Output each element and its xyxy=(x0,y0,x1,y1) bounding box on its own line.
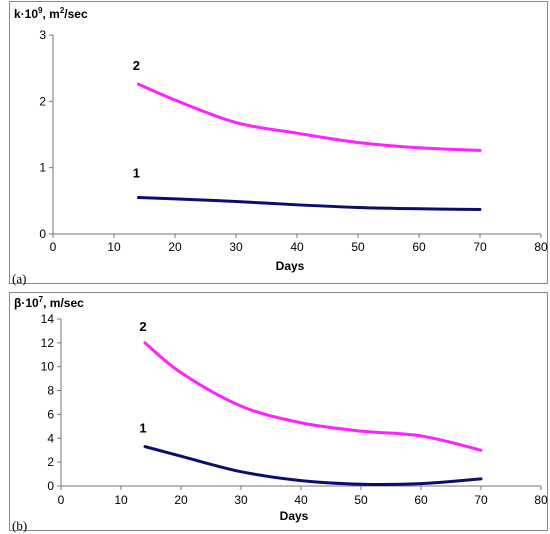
chartb-x-tick-label: 10 xyxy=(114,493,128,507)
charta-x-axis-label: Days xyxy=(276,259,305,273)
chartb-y-tick-label: 10 xyxy=(41,360,55,374)
chartb-y-tick-label: 14 xyxy=(41,312,55,326)
charta-x-tick-label: 80 xyxy=(534,240,548,254)
charta-x-tick-label: 50 xyxy=(351,240,365,254)
charta-x-tick-label: 0 xyxy=(50,240,57,254)
panel-a-label: (a) xyxy=(12,271,27,286)
chartb-y-tick-label: 2 xyxy=(47,455,54,469)
panel-b-label: (b) xyxy=(12,518,28,533)
chartb-x-tick-label: 50 xyxy=(354,493,368,507)
chartb-y-tick-label: 8 xyxy=(47,384,54,398)
charta-series-2-line xyxy=(136,82,482,152)
charta-x-tick-label: 30 xyxy=(229,240,243,254)
chartb-y-tick-label: 6 xyxy=(47,407,54,421)
chartb-y-tick-label: 12 xyxy=(41,336,55,350)
charta-x-tick-label: 70 xyxy=(473,240,487,254)
chartb-y-axis-label: β·107, m/sec xyxy=(14,295,84,310)
chartb-series-1-label: 1 xyxy=(139,421,146,436)
chart-panel-b: β·107, m/sec 0 2 4 6 8 10 12 14 0 10 20 30 40 50 60 70 80… xyxy=(9,292,548,533)
chart-panel-a: k·109, m2/sec 0 1 2 3 0 10 20 30 40 50 60 70 80 Days 1 2… xyxy=(9,1,548,286)
chartb-y-tick-label: 4 xyxy=(47,431,54,445)
chartb-x-tick-label: 80 xyxy=(534,493,548,507)
charta-x-tick-label: 40 xyxy=(290,240,304,254)
charta-y-tick-label: 1 xyxy=(39,161,46,175)
chartb-x-tick-label: 20 xyxy=(174,493,188,507)
chartb-x-tick-label: 60 xyxy=(414,493,428,507)
chartb-series-1-line xyxy=(143,445,483,486)
charta-x-tick-label: 10 xyxy=(107,240,121,254)
charta-x-tick-label: 20 xyxy=(168,240,182,254)
charta-series-2-label: 2 xyxy=(133,58,140,73)
charta-y-tick-label: 0 xyxy=(39,227,46,241)
charta-x-tick-label: 60 xyxy=(412,240,426,254)
charta-y-axis-label: k·109, m2/sec xyxy=(14,6,88,21)
charta-series-1-line xyxy=(136,196,482,211)
chartb-x-tick-label: 40 xyxy=(294,493,308,507)
charta-y-tick-label: 3 xyxy=(39,28,46,42)
chartb-x-tick-label: 0 xyxy=(58,493,65,507)
charta-series-1-label: 1 xyxy=(133,166,140,181)
chartb-x-tick-label: 70 xyxy=(474,493,488,507)
chartb-series-2-line xyxy=(143,341,483,452)
charta-y-tick-label: 2 xyxy=(39,94,46,108)
chartb-x-axis-label: Days xyxy=(280,509,309,523)
chartb-series-2-label: 2 xyxy=(139,319,146,334)
chartb-y-tick-label: 0 xyxy=(47,479,54,493)
chartb-x-tick-label: 30 xyxy=(234,493,248,507)
